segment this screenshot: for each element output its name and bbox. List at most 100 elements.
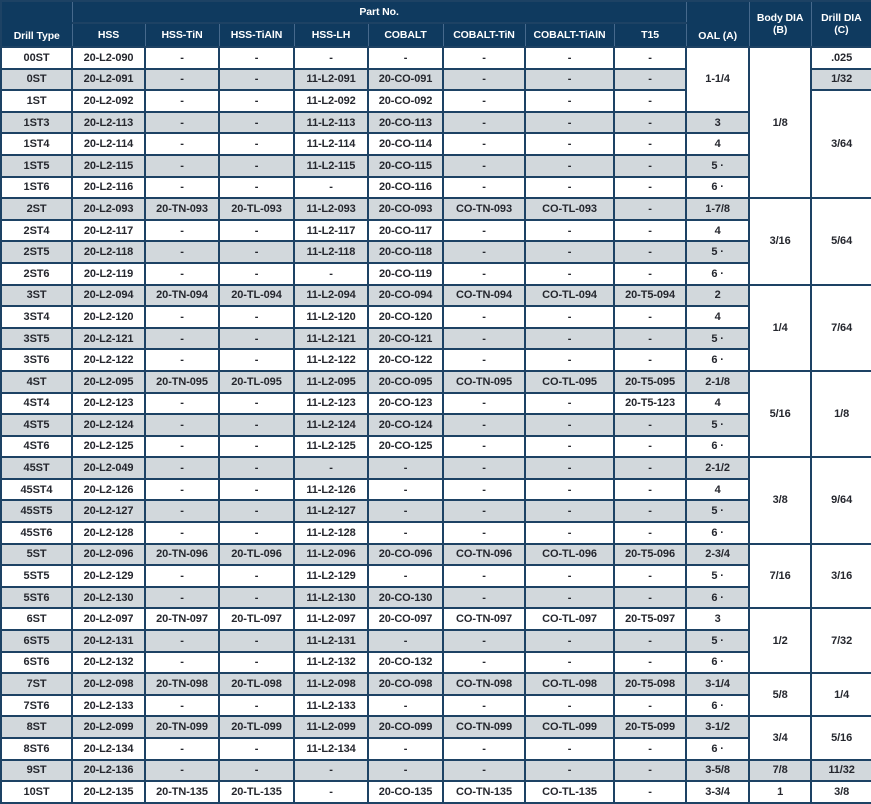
body-dia-cell: 3/16 bbox=[748, 197, 813, 286]
part-no-cell: - bbox=[144, 240, 220, 264]
part-no-cell: 20-CO-116 bbox=[367, 175, 444, 200]
part-no-cell: 20-CO-091 bbox=[367, 67, 444, 92]
part-no-cell: - bbox=[367, 693, 444, 718]
drill-type-cell: 2ST4 bbox=[0, 218, 73, 243]
part-no-cell: - bbox=[367, 758, 444, 783]
body-dia-label: Body DIA bbox=[756, 11, 804, 24]
oal-cell: 6 · bbox=[685, 348, 751, 372]
drill-type-cell: 1ST bbox=[0, 89, 73, 113]
part-no-cell: - bbox=[612, 413, 688, 437]
oal-cell: 3 bbox=[685, 110, 751, 135]
table-row: 5ST6 20-L2-130- -11-L2-130 20-CO-130- - -6 · bbox=[0, 585, 871, 610]
part-no-cell: - bbox=[612, 46, 688, 70]
part-no-cell: 20-CO-097 bbox=[367, 607, 444, 632]
table-row: 9ST 20-L2-136- - - - - - -3-5/8 7/8 11/32 bbox=[0, 758, 871, 783]
part-no-cell: 20-CO-095 bbox=[367, 369, 444, 394]
part-no-cell: 20-L2-130 bbox=[71, 585, 146, 610]
part-no-cell: CO-TN-099 bbox=[442, 715, 526, 739]
part-no-cell: - bbox=[144, 153, 220, 178]
part-no-cell: - bbox=[524, 521, 615, 545]
drill-dia-label: Drill DIA bbox=[821, 11, 862, 24]
part-no-cell: - bbox=[367, 499, 444, 524]
part-no-cell: - bbox=[524, 585, 615, 610]
oal-cell: 3-1/4 bbox=[685, 672, 751, 696]
part-no-cell: - bbox=[442, 175, 526, 200]
part-no-cell: 11-L2-129 bbox=[293, 564, 369, 588]
part-no-cell: 20-L2-116 bbox=[71, 175, 146, 200]
part-no-cell: - bbox=[612, 477, 688, 502]
body-dia-cell: 7/8 bbox=[748, 758, 813, 783]
col-header-part-no-group: Part No. bbox=[71, 0, 687, 24]
table-row: 45ST5 20-L2-127- -11-L2-127- - - -5 · bbox=[0, 499, 871, 524]
part-no-cell: 20-TL-097 bbox=[218, 607, 295, 632]
table-row: 10ST 20-L2-135 20-TN-135 20-TL-135-20-CO-13… bbox=[0, 780, 871, 804]
oal-cell: 4 bbox=[685, 218, 751, 243]
part-no-cell: - bbox=[612, 456, 688, 480]
table-row: 2ST5 20-L2-118- -11-L2-118 20-CO-118- - -5 · bbox=[0, 240, 871, 264]
table-row: 45ST4 20-L2-126- -11-L2-126- - - -4 bbox=[0, 477, 871, 502]
col-header-hss-tialn: HSS-TiAlN bbox=[218, 22, 295, 48]
part-no-cell: - bbox=[524, 89, 615, 113]
part-no-cell: 20-TN-096 bbox=[144, 542, 220, 567]
part-no-cell: - bbox=[367, 477, 444, 502]
part-no-cell: - bbox=[367, 737, 444, 761]
drill-type-cell: 2ST6 bbox=[0, 261, 73, 286]
col-header-hss: HSS bbox=[71, 22, 146, 48]
part-no-cell: - bbox=[218, 261, 295, 286]
part-no-cell: - bbox=[442, 564, 526, 588]
part-no-cell: - bbox=[218, 434, 295, 459]
part-no-cell: - bbox=[367, 564, 444, 588]
part-no-cell: - bbox=[218, 693, 295, 718]
part-no-cell: - bbox=[293, 46, 369, 70]
part-no-cell: 11-L2-093 bbox=[293, 197, 369, 221]
part-no-cell: 20-T5-097 bbox=[612, 607, 688, 632]
table-row: 45ST 20-L2-049- - - - - - -2-1/2 3/8 9/64 bbox=[0, 456, 871, 545]
oal-cell: 5 · bbox=[685, 153, 751, 178]
part-no-cell: - bbox=[442, 110, 526, 135]
part-no-cell: - bbox=[524, 348, 615, 372]
part-no-cell: 11-L2-126 bbox=[293, 477, 369, 502]
part-no-cell: - bbox=[524, 629, 615, 653]
part-no-cell: - bbox=[442, 758, 526, 783]
oal-cell: 6 · bbox=[685, 434, 751, 459]
col-header-cobalt-tin: COBALT-TiN bbox=[442, 22, 526, 48]
table-row: 00ST 20-L2-090- - - - - - -1-1/4 1/8.025 bbox=[0, 45, 871, 200]
part-no-cell: - bbox=[144, 67, 220, 92]
part-no-cell: 20-L2-124 bbox=[71, 413, 146, 437]
table-row: 1ST5 20-L2-115- -11-L2-115 20-CO-115- - -5 · bbox=[0, 153, 871, 178]
table-row: 1ST 20-L2-092- -11-L2-092 20-CO-092- - -3/64 bbox=[0, 89, 871, 200]
part-no-cell: 11-L2-092 bbox=[293, 89, 369, 113]
part-no-cell: 20-L2-131 bbox=[71, 629, 146, 653]
part-no-cell: 20-CO-096 bbox=[367, 542, 444, 567]
part-no-cell: 20-L2-129 bbox=[71, 564, 146, 588]
part-no-cell: - bbox=[144, 499, 220, 524]
part-no-cell: - bbox=[442, 434, 526, 459]
part-no-cell: 20-TL-094 bbox=[218, 283, 295, 308]
part-no-cell: - bbox=[442, 693, 526, 718]
body-dia-cell: 1 bbox=[748, 780, 813, 804]
part-no-cell: 20-L2-114 bbox=[71, 132, 146, 156]
part-no-cell: 20-CO-124 bbox=[367, 413, 444, 437]
part-no-cell: 20-L2-135 bbox=[71, 780, 146, 804]
table-row: 5ST 20-L2-096 20-TN-096 20-TL-096 11-L2-096 2… bbox=[0, 542, 871, 610]
part-no-cell: - bbox=[524, 110, 615, 135]
part-no-cell: - bbox=[218, 348, 295, 372]
part-no-cell: 20-TN-099 bbox=[144, 715, 220, 739]
part-no-cell: - bbox=[218, 46, 295, 70]
part-no-cell: 20-TL-095 bbox=[218, 369, 295, 394]
part-no-cell: - bbox=[144, 132, 220, 156]
col-header-oal: OAL (A) bbox=[685, 0, 750, 48]
part-no-cell: 11-L2-098 bbox=[293, 672, 369, 696]
drill-type-cell: 45ST4 bbox=[0, 477, 73, 502]
table-row: 4ST 20-L2-095 20-TN-095 20-TL-095 11-L2-095 2… bbox=[0, 369, 871, 459]
drill-type-cell: 2ST bbox=[0, 197, 73, 221]
table-row: 1ST3 20-L2-113- -11-L2-113 20-CO-113- - -3 bbox=[0, 110, 871, 135]
part-no-cell: - bbox=[144, 413, 220, 437]
part-no-cell: - bbox=[218, 477, 295, 502]
part-no-cell: - bbox=[144, 693, 220, 718]
part-no-cell: - bbox=[218, 175, 295, 200]
part-no-cell: - bbox=[524, 153, 615, 178]
part-no-cell: - bbox=[612, 434, 688, 459]
drill-dia-cell: 1/4 bbox=[810, 672, 871, 718]
